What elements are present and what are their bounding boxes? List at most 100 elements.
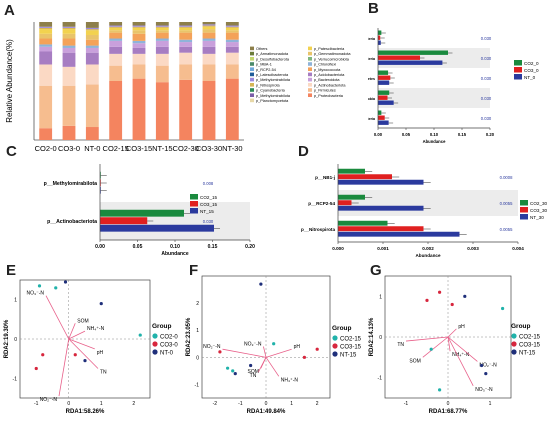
panel-label-d: D (298, 143, 309, 160)
C-category-label-p-methylomirabilota: p__Methylomirabilota (44, 181, 97, 187)
C-bar-p-actinobacteriota-co2-15 (100, 209, 184, 217)
a-bar-nt-0-p-acidobacteriota (85, 52, 99, 65)
D-x-tick-2: 0.002 (422, 246, 434, 251)
a-legend-label-19: p_Firmicutes (314, 89, 336, 93)
E-legend-label-co2-0: CO2-0 (160, 335, 178, 341)
a-bar-co2-0-p-others (39, 22, 53, 27)
F-y-tick-3: 2 (196, 301, 199, 307)
G-point-co2-15-1 (501, 306, 505, 311)
C-pvalue-p-methylomirabilota: 0.008 (203, 181, 214, 186)
C-legend-label-co3-15: CO3_15 (200, 202, 218, 207)
a-legend-label-9: p_Methylomirabilota (256, 94, 291, 98)
F-vector-ph (265, 348, 292, 358)
B-bar-p-cyanobacteria-nt-0 (378, 120, 389, 125)
a-bar-nt-15-p-patescibacteria (155, 27, 169, 31)
a-legend-label-20: p_Proteobacteria (314, 94, 344, 98)
a-bar-nt-0-p-actinobacteriota (85, 64, 99, 85)
a-legend-label-14: p_Chloroflexi (314, 63, 336, 67)
a-bar-co3-0-p-acidobacteriota (62, 52, 76, 67)
chart-d-horizontal-bar: p__NB1-j 0.0008 p__RCP2-54 0.0055 p__Nitrosp… (301, 164, 548, 258)
a-x-tick-co3-15: CO3-15 (126, 144, 152, 153)
B-x-axis-label: Abundance (423, 139, 446, 144)
G-y-tick-2: 1 (379, 294, 382, 300)
a-bar-co2-30-p-proteobacteria (179, 79, 193, 140)
G-point-nt-15-2 (484, 372, 488, 376)
a-bar-co2-15-p-gemmatimonadota (109, 30, 123, 33)
G-x-tick-2: 1 (489, 401, 492, 407)
F-x-tick-0: -2 (213, 401, 218, 407)
G-vector-nh-n (447, 336, 451, 352)
G-legend-label-co3-15: CO3-15 (519, 343, 541, 349)
a-bar-co3-30-p-gemmatimonadota (202, 29, 216, 33)
a-bar-co2-15-p-methylomirabilota (109, 25, 123, 27)
G-legend-label-co2-15: CO2-15 (519, 335, 541, 341)
a-bar-co3-15-p-firmicutes (132, 64, 146, 79)
C-legend-label-nt-15: NT_15 (200, 209, 214, 214)
E-point-nt-0-1 (99, 302, 103, 306)
E-point-co3-0-0 (41, 353, 45, 357)
D-bar-p-nitrospirota-nt-30 (338, 231, 460, 237)
F-point-co3-15-0 (218, 350, 222, 354)
a-legend-swatch-6 (250, 77, 254, 82)
G-vector-som (422, 336, 449, 358)
B-bar-p-actinobacteria-nt-0 (378, 60, 443, 65)
E-vector-no-n (58, 338, 70, 397)
a-bar-co2-0-p-bacteroidota (39, 46, 53, 52)
a-bar-co3-0-p-proteobacteria (62, 125, 76, 140)
a-bar-co3-15-p-chloroflexi (132, 40, 146, 44)
a-x-tick-co2-15: CO2-15 (103, 144, 129, 153)
D-legend-label-co3-30: CO3_30 (530, 208, 548, 213)
D-bar-p-rcp2-54-co3-30 (338, 200, 352, 206)
a-bar-nt-15-p-chloroflexi (155, 38, 169, 41)
a-bar-co3-30-p-others (202, 22, 216, 25)
a-legend-label-2: p_Desulfobacterota (256, 57, 290, 61)
E-point-co2-0-1 (54, 286, 58, 290)
E-point-co2-0-0 (37, 284, 42, 288)
G-point-co2-15-2 (438, 388, 442, 392)
F-point-co2-15-0 (226, 366, 230, 370)
a-bar-co3-0-p-actinobacteriota (62, 66, 76, 86)
E-point-nt-0-0 (63, 280, 68, 284)
F-x-tick-1: -1 (238, 401, 243, 407)
a-legend-swatch-0 (250, 46, 254, 51)
a-bar-nt-30-p-methylomirabilota (225, 25, 239, 27)
a-bar-co3-0-p-others (62, 22, 76, 27)
a-bar-nt-15-p-actinobacteriota (155, 53, 169, 66)
a-legend-swatch-19 (308, 88, 312, 92)
E-vector-nh-n (68, 330, 86, 340)
F-vector-tn (257, 357, 267, 373)
a-bar-co2-15-p-patescibacteria (109, 27, 123, 31)
a-bar-nt-30-p-gemmatimonadota (225, 30, 239, 33)
F-legend-marker-co3-15 (332, 343, 338, 349)
a-bar-nt-15-p-proteobacteria (155, 82, 169, 140)
G-vector-tn (405, 336, 449, 342)
panel-label-e: E (6, 262, 17, 279)
G-point-nt-15-0 (463, 294, 467, 298)
a-bar-co2-30-p-patescibacteria (179, 27, 193, 31)
a-bar-co2-30-p-methylomirabilota (179, 25, 193, 27)
a-bar-co3-15-p-acidobacteriota (132, 47, 146, 54)
a-bar-co2-0-p-acidobacteriota (39, 51, 53, 65)
a-bar-nt-0-p-methylomirabilota (85, 27, 99, 30)
G-vector-label-som: SOM (409, 358, 420, 364)
F-point-co3-15-2 (315, 347, 319, 351)
a-bar-co3-0-p-myxococcota (62, 38, 76, 46)
a-bar-co2-30-p-chloroflexi (179, 39, 193, 43)
E-point-co2-0-2 (138, 333, 142, 337)
a-bar-nt-30-p-actinobacteriota (225, 52, 239, 65)
a-bar-co2-0-p-gemmatimonadota (39, 33, 53, 39)
F-point-nt-15-0 (233, 372, 237, 376)
a-bar-co3-15-p-actinobacteriota (132, 53, 146, 65)
a-bar-co2-15-p-actinobacteriota (109, 53, 123, 66)
E-vector-label-no-n: NO₂⁻-N (40, 397, 58, 403)
F-legend-marker-nt-15 (332, 351, 338, 357)
a-legend-swatch-20 (308, 93, 312, 97)
D-category-label-p-rcp2-54: p__RCP2-54 (308, 201, 335, 206)
a-legend-label-15: p_Myxococcota (314, 68, 341, 72)
B-category-label-p-latescibacteria: p__Latescibacteria (368, 37, 376, 41)
D-x-axis-label: Abundance (415, 253, 440, 258)
C-x-tick-3: 0.15 (208, 244, 218, 250)
a-bar-co2-15-p-chloroflexi (109, 38, 123, 41)
a-bar-co3-30-p-patescibacteria (202, 26, 216, 30)
B-legend-label-co3-0: CO3_0 (524, 68, 539, 73)
